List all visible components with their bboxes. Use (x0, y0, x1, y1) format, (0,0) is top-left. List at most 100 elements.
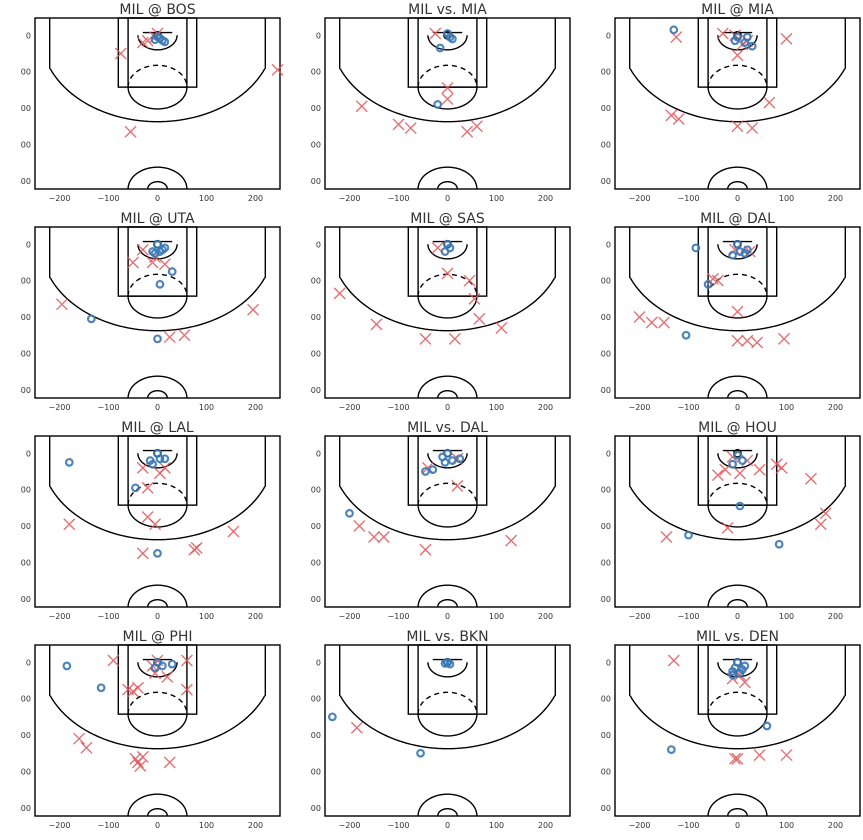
axes-frame (324, 435, 571, 608)
made-shot-marker (96, 683, 106, 693)
three-point-arc (49, 68, 266, 123)
y-tick-label: 300 (20, 767, 31, 776)
y-tick-label: 400 (20, 804, 31, 813)
x-tick-label: −200 (629, 612, 651, 621)
y-tick-label: 0 (316, 449, 321, 458)
y-tick-label: 200 (600, 104, 611, 113)
missed-shot-marker (707, 272, 719, 285)
missed-shot-marker (753, 463, 766, 476)
y-tick-label: 0 (316, 240, 321, 249)
y-tick-label: 0 (26, 31, 31, 40)
x-tick-label: −200 (629, 403, 651, 412)
x-tick-label: 200 (248, 612, 263, 621)
center-outer-arc (417, 375, 478, 399)
y-tick-label: 0 (316, 658, 321, 667)
missed-shot-marker (731, 120, 744, 133)
x-tick-label: −100 (388, 612, 410, 621)
chart-title: MIL @ DAL (700, 211, 775, 227)
made-shot-marker (728, 459, 738, 469)
shot-chart-panel: MIL @ BOS −200 −100 0 100 200 0 100 200 300 400 (20, 0, 300, 210)
missed-shot-marker (136, 461, 149, 474)
made-shot-marker (150, 35, 160, 45)
y-tick-label: 0 (606, 31, 611, 40)
free-throw-arc-top (417, 714, 478, 737)
made-shot-marker (728, 250, 738, 260)
made-shot-marker (440, 247, 450, 256)
missed-shot-marker (124, 125, 137, 138)
missed-shot-marker (716, 27, 729, 40)
missed-shot-marker (473, 312, 486, 325)
shot-marks (660, 450, 832, 549)
restricted-area (427, 662, 468, 678)
shot-chart-panel: MIL @ DAL −200 −100 0 100 200 0 100 200 300 400 (600, 209, 863, 419)
made-shot-marker (160, 454, 170, 464)
made-shot-marker (681, 330, 691, 340)
y-tick-label: 0 (606, 658, 611, 667)
shot-chart-svg: MIL @ LAL −200 −100 0 100 200 0 100 200 300 400 (20, 420, 281, 621)
made-shot-marker (155, 454, 165, 464)
x-tick-label: −100 (98, 403, 120, 412)
made-shot-marker (421, 467, 430, 476)
free-throw-arc-bottom (417, 691, 478, 715)
missed-shot-marker (819, 507, 832, 520)
missed-shot-marker (441, 267, 454, 280)
center-outer-arc (707, 793, 768, 817)
chart-title: MIL vs. BKN (406, 629, 488, 645)
y-tick-label: 400 (600, 595, 611, 604)
court-lines (34, 435, 281, 608)
missed-shot-marker (729, 243, 742, 256)
restricted-area (427, 35, 468, 51)
free-throw-arc-bottom (417, 273, 478, 297)
chart-title: MIL @ LAL (121, 420, 194, 436)
x-tick-label: −100 (678, 821, 700, 830)
x-tick-label: 100 (199, 821, 214, 830)
made-shot-marker (669, 25, 679, 35)
y-tick-label: 400 (20, 177, 31, 186)
x-tick-label: 100 (489, 194, 504, 203)
chart-title: MIL @ PHI (122, 629, 192, 645)
made-shot-marker (684, 530, 693, 540)
made-shot-marker (148, 459, 158, 469)
missed-shot-marker (158, 258, 171, 271)
paint-outer (407, 644, 488, 715)
x-tick-label: −100 (98, 612, 120, 621)
y-tick-label: 200 (600, 731, 611, 740)
shot-chart-svg: MIL @ PHI −200 −100 0 100 200 0 100 200 300 400 (20, 629, 281, 830)
missed-shot-marker (131, 681, 144, 694)
paint-inner (707, 226, 768, 297)
missed-shot-marker (178, 329, 191, 342)
missed-shot-marker (163, 756, 176, 769)
y-tick-label: 0 (606, 240, 611, 249)
y-tick-label: 0 (316, 31, 321, 40)
free-throw-arc-top (707, 87, 768, 110)
missed-shot-marker (468, 292, 481, 305)
made-shot-marker (157, 661, 167, 671)
paint-inner (127, 17, 188, 88)
missed-shot-marker (770, 458, 783, 471)
y-tick-label: 100 (310, 277, 321, 286)
center-outer-arc (127, 793, 188, 817)
made-shot-marker (86, 314, 96, 324)
missed-shot-marker (778, 332, 791, 345)
y-tick-label: 300 (310, 140, 321, 149)
made-shot-marker (155, 33, 165, 43)
missed-shot-marker (746, 122, 759, 135)
missed-shot-marker (227, 525, 240, 538)
y-tick-label: 200 (600, 313, 611, 322)
free-throw-arc-top (127, 505, 188, 528)
center-outer-arc (707, 375, 768, 399)
shot-marks (62, 654, 193, 772)
x-tick-label: 200 (828, 821, 843, 830)
made-shot-marker (167, 659, 177, 669)
center-outer-arc (127, 166, 188, 190)
free-throw-arc-bottom (127, 691, 188, 715)
chart-title: MIL vs. DEN (696, 629, 779, 645)
missed-shot-marker (80, 741, 93, 754)
shot-marks (665, 25, 793, 135)
made-shot-marker (153, 548, 162, 558)
center-inner-arc (727, 181, 748, 190)
made-shot-marker (150, 663, 160, 673)
x-tick-label: 100 (489, 821, 504, 830)
y-tick-label: 200 (310, 731, 321, 740)
missed-shot-marker (751, 336, 764, 349)
